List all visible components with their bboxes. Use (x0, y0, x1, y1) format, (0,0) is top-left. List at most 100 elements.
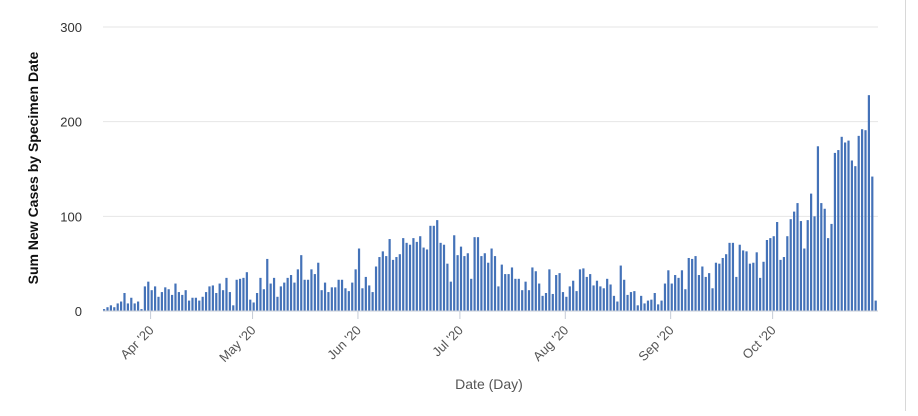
bar[interactable] (266, 258, 269, 311)
bar[interactable] (272, 277, 276, 311)
bar[interactable] (585, 276, 588, 311)
bar[interactable] (691, 258, 694, 311)
bar[interactable] (524, 281, 527, 311)
bar[interactable] (527, 290, 531, 311)
bar[interactable] (459, 246, 463, 311)
bar[interactable] (306, 279, 310, 311)
bar[interactable] (419, 236, 422, 311)
bar[interactable] (602, 288, 605, 311)
bar[interactable] (208, 286, 211, 311)
bar[interactable] (415, 241, 418, 311)
bar[interactable] (786, 236, 789, 311)
bar[interactable] (606, 278, 609, 311)
bar[interactable] (126, 303, 129, 311)
bar[interactable] (711, 288, 714, 311)
bar[interactable] (255, 293, 259, 311)
bar[interactable] (483, 253, 486, 311)
bar[interactable] (674, 275, 677, 311)
bar[interactable] (789, 219, 792, 311)
bar[interactable] (368, 285, 371, 311)
bar[interactable] (626, 294, 629, 311)
bar[interactable] (738, 244, 741, 311)
bar[interactable] (643, 303, 646, 311)
bar[interactable] (391, 259, 395, 311)
bar[interactable] (317, 262, 320, 311)
bar[interactable] (779, 259, 782, 311)
bar[interactable] (497, 286, 500, 311)
bar[interactable] (558, 273, 561, 311)
bar[interactable] (187, 300, 191, 311)
bar[interactable] (198, 300, 201, 311)
bar[interactable] (442, 244, 446, 311)
bar[interactable] (772, 236, 775, 311)
bar[interactable] (378, 257, 381, 311)
bar[interactable] (793, 211, 796, 311)
bar[interactable] (395, 257, 398, 311)
bar[interactable] (221, 290, 225, 311)
bar[interactable] (752, 262, 755, 311)
bar[interactable] (262, 289, 265, 311)
bar[interactable] (769, 238, 772, 311)
bar[interactable] (276, 296, 279, 311)
bar[interactable] (748, 263, 752, 311)
bar[interactable] (371, 292, 374, 311)
bar[interactable] (725, 254, 728, 311)
bar[interactable] (109, 305, 112, 311)
bar[interactable] (582, 268, 585, 311)
bar[interactable] (429, 225, 432, 311)
bar[interactable] (721, 257, 724, 311)
bar[interactable] (796, 203, 799, 311)
bar[interactable] (874, 300, 877, 311)
bar[interactable] (640, 295, 643, 311)
bar[interactable] (541, 295, 544, 311)
bar[interactable] (629, 292, 633, 311)
bar[interactable] (572, 280, 575, 311)
bar[interactable] (568, 286, 571, 311)
bar[interactable] (238, 278, 242, 311)
bar[interactable] (650, 299, 653, 311)
bar[interactable] (480, 256, 483, 311)
bar[interactable] (147, 281, 150, 311)
bar[interactable] (555, 275, 558, 311)
bar[interactable] (357, 248, 361, 311)
bar[interactable] (473, 237, 476, 311)
bar[interactable] (731, 242, 735, 311)
bar[interactable] (289, 275, 293, 311)
bar[interactable] (660, 300, 663, 311)
bar[interactable] (697, 275, 701, 311)
bar[interactable] (759, 277, 762, 311)
bar[interactable] (857, 135, 860, 311)
bar[interactable] (466, 253, 469, 311)
bar[interactable] (405, 242, 408, 311)
bar[interactable] (823, 208, 826, 311)
bar[interactable] (833, 152, 837, 311)
bar[interactable] (106, 307, 109, 311)
bar[interactable] (534, 271, 537, 311)
bar[interactable] (837, 150, 840, 311)
bar[interactable] (538, 283, 541, 311)
bar[interactable] (211, 285, 214, 311)
bar[interactable] (708, 273, 711, 311)
bar[interactable] (827, 238, 830, 311)
bar[interactable] (799, 221, 803, 311)
bar[interactable] (745, 251, 748, 311)
bar[interactable] (133, 303, 136, 311)
bar[interactable] (844, 142, 847, 311)
bar[interactable] (561, 292, 565, 311)
bar[interactable] (565, 296, 568, 311)
bar[interactable] (432, 225, 435, 311)
bar[interactable] (531, 267, 534, 311)
bar[interactable] (436, 220, 439, 311)
bar[interactable] (677, 277, 680, 311)
bar[interactable] (487, 262, 490, 311)
bar[interactable] (388, 239, 391, 311)
bar[interactable] (425, 249, 429, 311)
bar[interactable] (113, 307, 116, 311)
bar[interactable] (136, 301, 140, 311)
bar[interactable] (803, 248, 806, 311)
bar[interactable] (381, 251, 384, 311)
bar[interactable] (504, 274, 507, 311)
bar[interactable] (252, 302, 255, 311)
bar[interactable] (813, 216, 816, 311)
bar[interactable] (595, 280, 599, 311)
